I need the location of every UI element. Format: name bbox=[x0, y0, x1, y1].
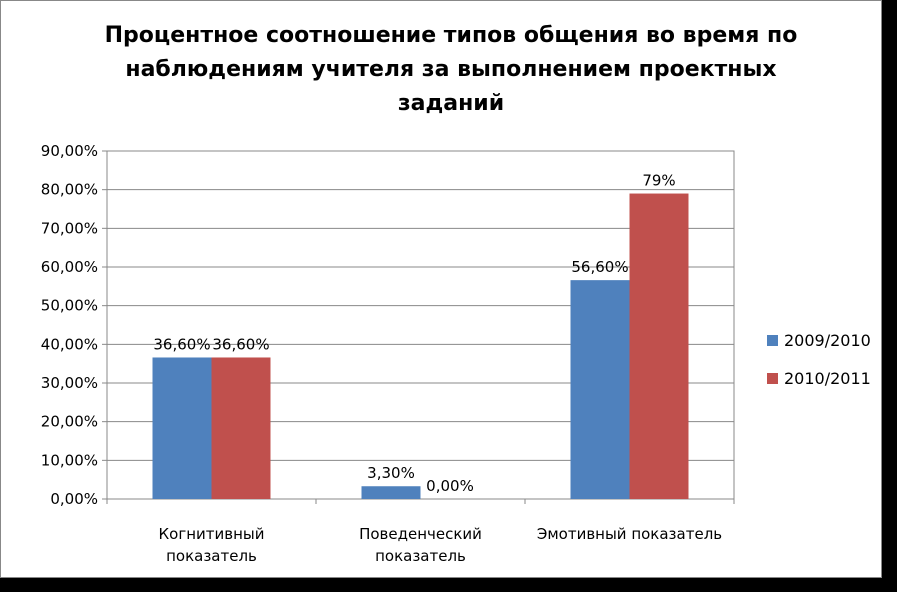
y-tick-label: 60,00% bbox=[41, 258, 98, 276]
data-label: 36,60% bbox=[212, 335, 269, 353]
y-tick-label: 70,00% bbox=[41, 219, 98, 237]
chart-title-line: Процентное соотношение типов общения во … bbox=[104, 23, 798, 48]
x-category-label: Эмотивный показатель bbox=[537, 525, 722, 543]
chart-title: Процентное соотношение типов общения во … bbox=[61, 19, 841, 121]
x-category-label: Поведенческий bbox=[359, 525, 482, 543]
x-category-label: показатель bbox=[166, 547, 257, 565]
y-tick-label: 30,00% bbox=[41, 374, 98, 392]
data-label: 36,60% bbox=[153, 335, 210, 353]
x-category-label: показатель bbox=[375, 547, 466, 565]
y-tick-label: 10,00% bbox=[41, 451, 98, 469]
bar bbox=[570, 280, 630, 499]
bar bbox=[152, 357, 212, 499]
chart-title-line: наблюдениям учителя за выполнением проек… bbox=[125, 57, 777, 82]
legend-label: 2010/2011 bbox=[784, 369, 871, 388]
y-tick-label: 50,00% bbox=[41, 297, 98, 315]
y-tick-label: 40,00% bbox=[41, 335, 98, 353]
data-label: 79% bbox=[642, 172, 675, 190]
legend-swatch bbox=[767, 373, 778, 384]
x-category-label: Когнитивный bbox=[159, 525, 265, 543]
data-label: 3,30% bbox=[367, 464, 415, 482]
bar bbox=[629, 193, 689, 500]
y-tick-label: 80,00% bbox=[41, 181, 98, 199]
chart-title-line: заданий bbox=[397, 91, 505, 116]
y-tick-label: 90,00% bbox=[41, 142, 98, 160]
legend-swatch bbox=[767, 335, 778, 346]
bar bbox=[361, 486, 421, 499]
bar-chart: 0,00% 10,00% 20,00% 30,00% 40,00% 50,00% 60,00… bbox=[41, 142, 871, 565]
y-tick-label: 20,00% bbox=[41, 413, 98, 431]
y-tick-label: 0,00% bbox=[50, 490, 98, 508]
bar bbox=[211, 357, 271, 499]
data-label: 0,00% bbox=[426, 477, 474, 495]
legend-label: 2009/2010 bbox=[784, 331, 871, 350]
chart-area: Процентное соотношение типов общения во … bbox=[0, 0, 882, 578]
data-label: 56,60% bbox=[571, 258, 628, 276]
